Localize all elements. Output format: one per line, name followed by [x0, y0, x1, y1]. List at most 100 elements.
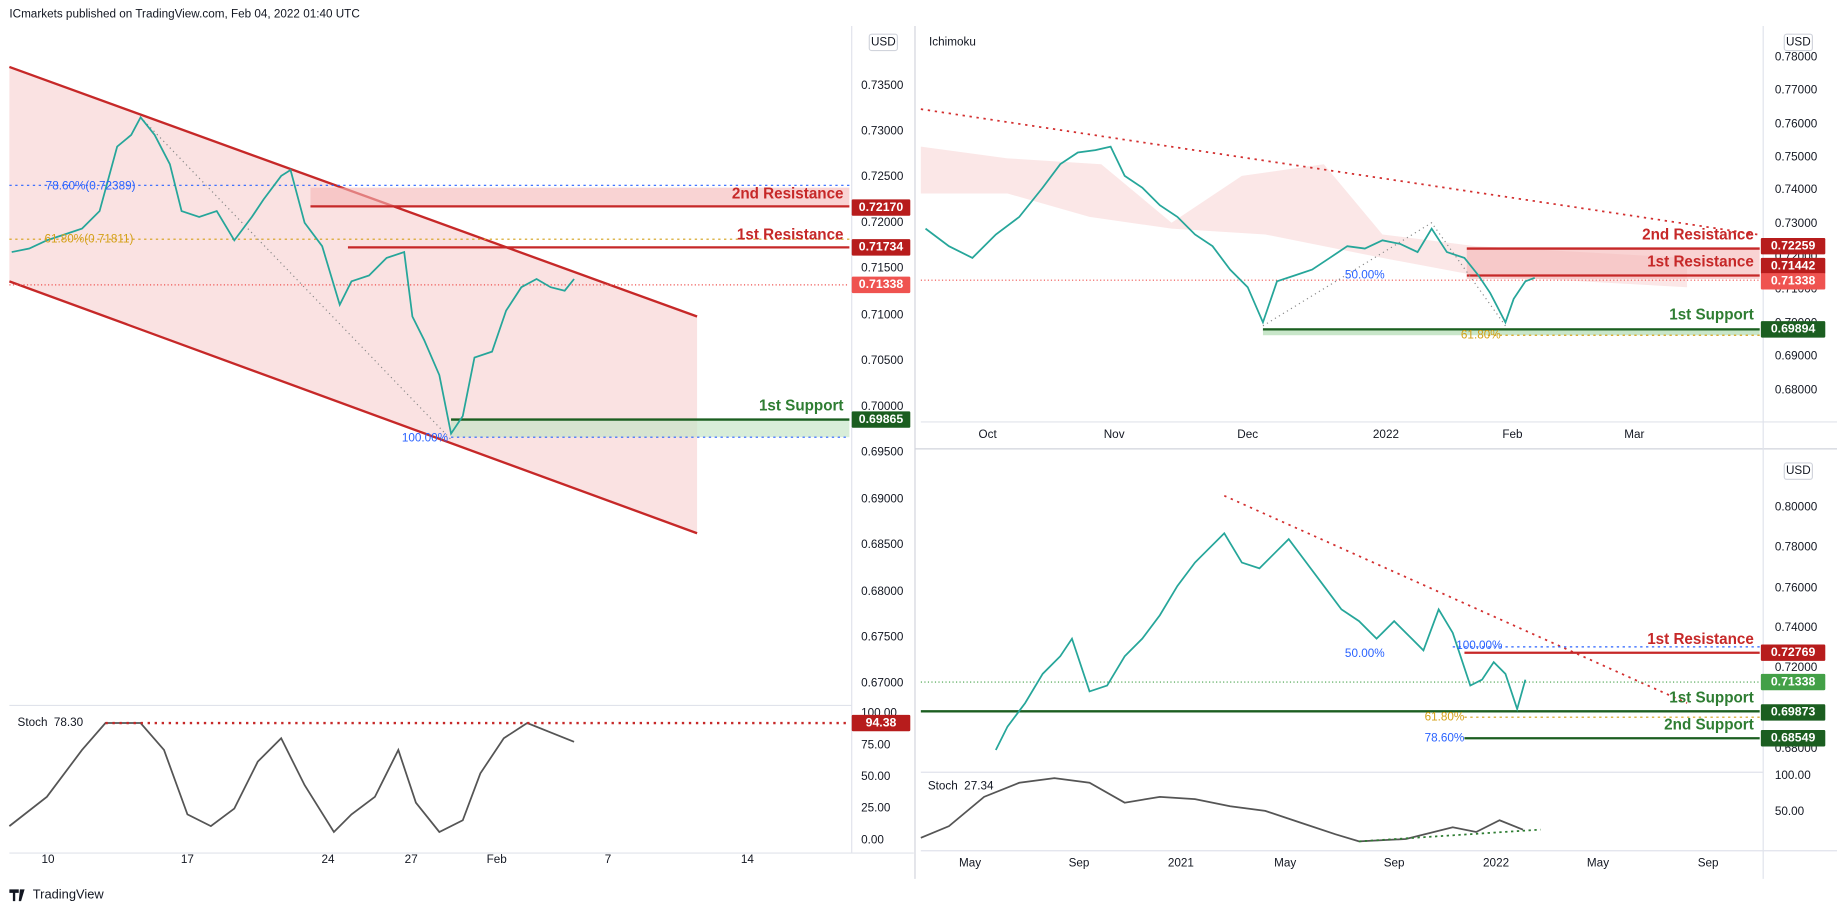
currency-box: [1783, 33, 1813, 52]
price-axis-label: 0.68500: [861, 538, 904, 551]
price-axis-label: 0.74000: [1775, 621, 1818, 634]
time-axis-label: 7: [605, 853, 612, 866]
price-tag: [851, 239, 911, 256]
fib-label: 100.00%: [1456, 639, 1502, 652]
price-tag-text: 0.72259: [1771, 238, 1816, 252]
price-axis-label: 0.70500: [861, 354, 904, 367]
brand: TradingView: [33, 887, 105, 902]
level-label: 1st Support: [759, 398, 844, 415]
price-tag-text: 0.69894: [1771, 322, 1816, 336]
price-tag-text: 0.69873: [1771, 705, 1816, 719]
stoch-line: [920, 777, 1524, 843]
price-tag: [851, 199, 911, 216]
time-axis-label: 14: [741, 853, 755, 866]
price-axis-label: 0.67500: [861, 631, 904, 644]
stoch-axis-label: 0.00: [861, 833, 884, 846]
level-label: 1st Resistance: [737, 227, 844, 244]
stoch-axis-label: 75.00: [861, 738, 891, 751]
time-axis-label: 2021: [1168, 857, 1194, 870]
price-tag: [1760, 673, 1826, 691]
fib-label: 100.00%: [402, 431, 448, 444]
price-path: [925, 145, 1536, 325]
time-axis-label: Oct: [979, 428, 998, 441]
currency: USD: [1786, 464, 1811, 477]
level-label: 1st Support: [1669, 306, 1754, 323]
price-tag: [851, 276, 911, 294]
price-axis-label: 0.76000: [1775, 581, 1818, 594]
price-axis-label: 0.73500: [861, 79, 904, 92]
stoch-axis-label: 50.00: [861, 770, 891, 783]
price-path: [11, 115, 575, 436]
currency: USD: [1786, 35, 1811, 48]
price-axis-label: 0.77000: [1775, 83, 1818, 96]
price-tag: [1760, 257, 1826, 275]
price-axis-label: 0.78000: [1775, 51, 1818, 64]
fib-label: 78.60%: [1425, 731, 1465, 744]
level-label: 1st Support: [1669, 689, 1754, 706]
price-axis-label: 0.69500: [861, 445, 904, 458]
level-label: 1st Resistance: [1647, 631, 1754, 648]
price-axis-label: 0.69000: [1775, 349, 1818, 362]
fib-label: 78.60%(0.72389): [46, 180, 136, 193]
trend-line: [1358, 828, 1541, 843]
price-tag-text: 0.71734: [859, 240, 904, 254]
stoch-axis-label: 100.00: [1775, 769, 1811, 782]
stoch-name: Stoch: [18, 716, 48, 729]
price-tag-text: 0.69865: [859, 412, 904, 426]
price-path: [995, 531, 1527, 751]
price-axis-label: 0.73000: [861, 124, 904, 137]
price-axis-label: 0.68000: [861, 585, 904, 598]
currency-box: [868, 33, 898, 52]
time-axis-label: May: [1274, 857, 1296, 870]
publisher: ICmarkets published on TradingView.com, …: [9, 7, 359, 20]
time-axis-label: Sep: [1069, 857, 1090, 870]
time-axis-label: Sep: [1384, 857, 1405, 870]
price-axis-label: 0.67000: [861, 676, 904, 689]
price-tag-text: 0.71338: [1771, 274, 1816, 288]
zone: [451, 419, 850, 438]
logo: [9, 889, 25, 902]
price-tag-text: 0.72769: [1771, 645, 1816, 659]
stoch-axis-label: 25.00: [861, 802, 891, 815]
price-axis-label: 0.72500: [861, 170, 904, 183]
time-axis-label: May: [1587, 857, 1609, 870]
price-tag: [1760, 704, 1826, 721]
time-axis-label: Sep: [1698, 857, 1719, 870]
price-axis-label: 0.80000: [1775, 501, 1818, 514]
price-tag: [1760, 321, 1826, 338]
time-axis-label: Mar: [1624, 428, 1644, 441]
zone: [1466, 248, 1760, 280]
time-axis-label: Dec: [1237, 428, 1258, 441]
time-axis-label: Feb: [1502, 428, 1523, 441]
channel: [9, 66, 698, 534]
time-axis-label: 2022: [1483, 857, 1509, 870]
price-axis-label: 0.71000: [861, 308, 904, 321]
fib-label: 61.80%(0.71811): [45, 232, 134, 245]
fib-label: 50.00%: [1345, 647, 1385, 660]
price-tag-text: 94.38: [866, 715, 897, 729]
level-label: 1st Resistance: [1647, 254, 1754, 271]
price-axis-label: 0.69000: [861, 492, 904, 505]
stoch-value: 78.30: [54, 716, 84, 729]
price-tag: [1760, 273, 1826, 290]
stoch-axis-label: 50.00: [1775, 805, 1805, 818]
time-axis-label: 27: [405, 853, 418, 866]
time-axis-label: 24: [322, 853, 336, 866]
indicator-name: Ichimoku: [929, 35, 976, 48]
price-tag: [1760, 644, 1826, 661]
price-axis-label: 0.75000: [1775, 150, 1818, 163]
currency-box: [1783, 462, 1813, 480]
currency: USD: [871, 35, 896, 48]
price-tag: [851, 714, 911, 732]
fib-label: 61.80%: [1461, 328, 1501, 341]
price-tag-text: 0.72170: [859, 200, 904, 214]
fib-label: 50.00%: [1345, 269, 1385, 282]
time-axis-label: May: [959, 857, 981, 870]
price-tag-text: 0.68549: [1771, 731, 1816, 745]
level-label: 2nd Resistance: [1642, 227, 1754, 244]
time-axis-label: Nov: [1104, 428, 1125, 441]
level-label: 2nd Support: [1664, 716, 1754, 733]
